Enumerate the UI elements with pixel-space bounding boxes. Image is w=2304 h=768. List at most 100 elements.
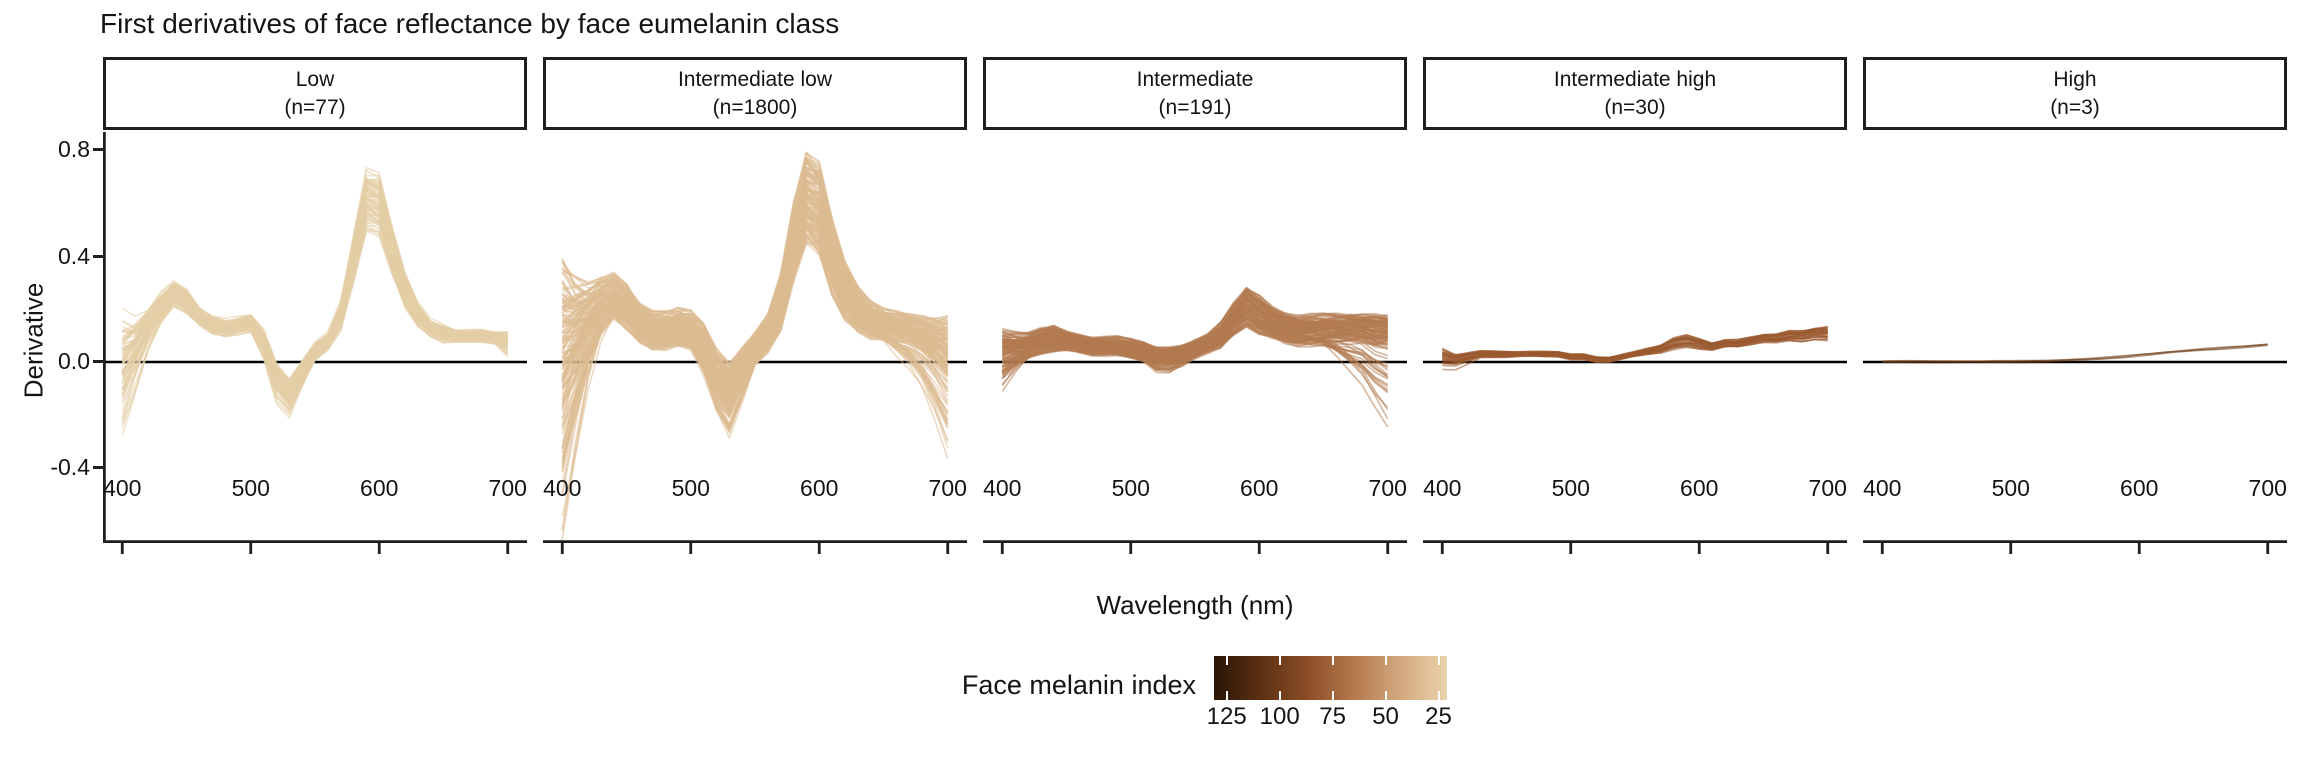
facet-plot-svg — [103, 132, 527, 554]
spectrum-line — [1002, 290, 1388, 353]
x-tick-label: 600 — [1240, 475, 1279, 501]
x-tick-label: 400 — [543, 475, 582, 501]
spectrum-line — [1882, 343, 2268, 363]
spectrum-line — [561, 233, 949, 473]
x-tick-label: 500 — [1551, 475, 1590, 501]
facet-strip: Low (n=77) — [103, 57, 527, 130]
y-tick-mark — [93, 466, 103, 469]
legend-tick-label: 100 — [1259, 703, 1300, 730]
x-tick-label: 600 — [1680, 475, 1719, 501]
spectrum-line — [121, 221, 508, 402]
legend-colorbar — [1214, 656, 1447, 700]
y-tick-label: 0.8 — [58, 136, 90, 162]
spectrum-line — [561, 223, 949, 541]
facet-n-label: (n=3) — [2050, 95, 2100, 119]
y-tick-mark — [93, 360, 103, 363]
facet-label: High — [2053, 68, 2097, 92]
x-tick-label: 700 — [488, 475, 527, 501]
facet-plot-svg — [1423, 325, 1847, 554]
plot-area — [103, 132, 527, 558]
x-tick-label: 700 — [1808, 475, 1847, 501]
x-tick-label: 400 — [103, 475, 142, 501]
facet-strip: Intermediate (n=191) — [983, 57, 1407, 130]
facet-strip: Intermediate high (n=30) — [1423, 57, 1847, 130]
facet-label: Intermediate high — [1553, 68, 1717, 92]
legend-tick-label: 125 — [1206, 703, 1247, 730]
spectrum-line — [121, 203, 508, 395]
spectrum-line — [1002, 296, 1388, 357]
x-tick-label: 700 — [1368, 475, 1407, 501]
x-tick-label: 700 — [928, 475, 967, 501]
x-tick-label: 600 — [2120, 475, 2159, 501]
facet-plot-svg — [983, 286, 1407, 554]
facet-label: Low — [295, 68, 335, 92]
spectrum-line — [121, 224, 509, 429]
facet-panel-high: High (n=3) 400 500 600 700 — [1863, 57, 2287, 677]
legend-tick-mark — [1331, 691, 1334, 700]
y-tick-label: 0.0 — [58, 348, 90, 374]
facet-n-label: (n=191) — [1158, 95, 1232, 119]
legend-tick-mark — [1278, 656, 1281, 665]
chart-title: First derivatives of face reflectance by… — [100, 8, 840, 39]
facet-label: Intermediate — [1136, 68, 1254, 92]
y-tick-mark — [93, 148, 103, 151]
spectrum-line — [121, 227, 509, 410]
spectrum-line — [121, 230, 509, 421]
legend-tick-mark — [1331, 656, 1334, 665]
legend-tick-mark — [1278, 691, 1281, 700]
spectrum-line — [121, 195, 508, 390]
facet-panel-intermediate-high: Intermediate high (n=30) 400 500 600 700 — [1423, 57, 1847, 677]
legend-tick-label: 50 — [1372, 703, 1399, 730]
spectrum-line — [121, 220, 508, 407]
spectrum-line — [121, 219, 508, 404]
facet-n-label: (n=77) — [284, 95, 346, 119]
x-tick-label: 500 — [671, 475, 710, 501]
facet-strip: High (n=3) — [1863, 57, 2287, 130]
legend-tick-mark — [1225, 656, 1228, 665]
legend-title: Face melanin index — [961, 670, 1196, 700]
spectrum-line — [561, 213, 949, 405]
x-tick-label: 400 — [1863, 475, 1902, 501]
facet-label: Intermediate low — [677, 68, 833, 92]
legend-tick-mark — [1384, 691, 1387, 700]
spectrum-line — [561, 175, 948, 369]
x-tick-label: 500 — [1991, 475, 2030, 501]
legend-tick-mark — [1225, 691, 1228, 700]
y-tick-label: 0.4 — [58, 243, 90, 269]
facet-panel-intermediate-low: Intermediate low (n=1800) 400 500 600 700 — [543, 57, 967, 677]
plot-area — [1423, 132, 1847, 558]
plot-area — [983, 132, 1407, 558]
spectrum-line — [561, 225, 949, 532]
y-tick-label: -0.4 — [50, 454, 90, 480]
spectrum-line — [121, 227, 509, 414]
facet-n-label: (n=1800) — [712, 95, 798, 119]
spectrum-line — [561, 193, 949, 391]
spectrum-line — [561, 187, 949, 382]
facet-panel-intermediate: Intermediate (n=191) 400 500 600 700 — [983, 57, 1407, 677]
spectrum-line — [121, 210, 509, 418]
legend-tick-mark — [1384, 656, 1387, 665]
legend-tick-mark — [1437, 691, 1440, 700]
plot-area — [1863, 132, 2287, 558]
spectrum-line — [1002, 288, 1388, 349]
facet-plot-svg — [1863, 343, 2287, 554]
legend-tick-label: 75 — [1319, 703, 1346, 730]
facet-panel-low: Low (n=77) 400 500 600 700 — [103, 57, 527, 677]
spectrum-line — [121, 179, 508, 386]
spectrum-line — [122, 202, 508, 395]
x-axis-title: Wavelength (nm) — [1096, 590, 1294, 620]
spectrum-line — [1001, 321, 1389, 374]
facet-strip: Intermediate low (n=1800) — [543, 57, 967, 130]
y-axis-title: Derivative — [18, 282, 49, 399]
x-tick-label: 700 — [2248, 475, 2287, 501]
x-tick-label: 500 — [1111, 475, 1150, 501]
spectrum-line — [121, 211, 509, 422]
spectrum-line — [1001, 322, 1389, 409]
plot-area — [543, 132, 967, 558]
spectrum-line — [561, 160, 949, 378]
x-tick-label: 600 — [360, 475, 399, 501]
y-tick-mark — [93, 255, 103, 258]
x-tick-label: 500 — [231, 475, 270, 501]
x-tick-label: 400 — [1423, 475, 1462, 501]
